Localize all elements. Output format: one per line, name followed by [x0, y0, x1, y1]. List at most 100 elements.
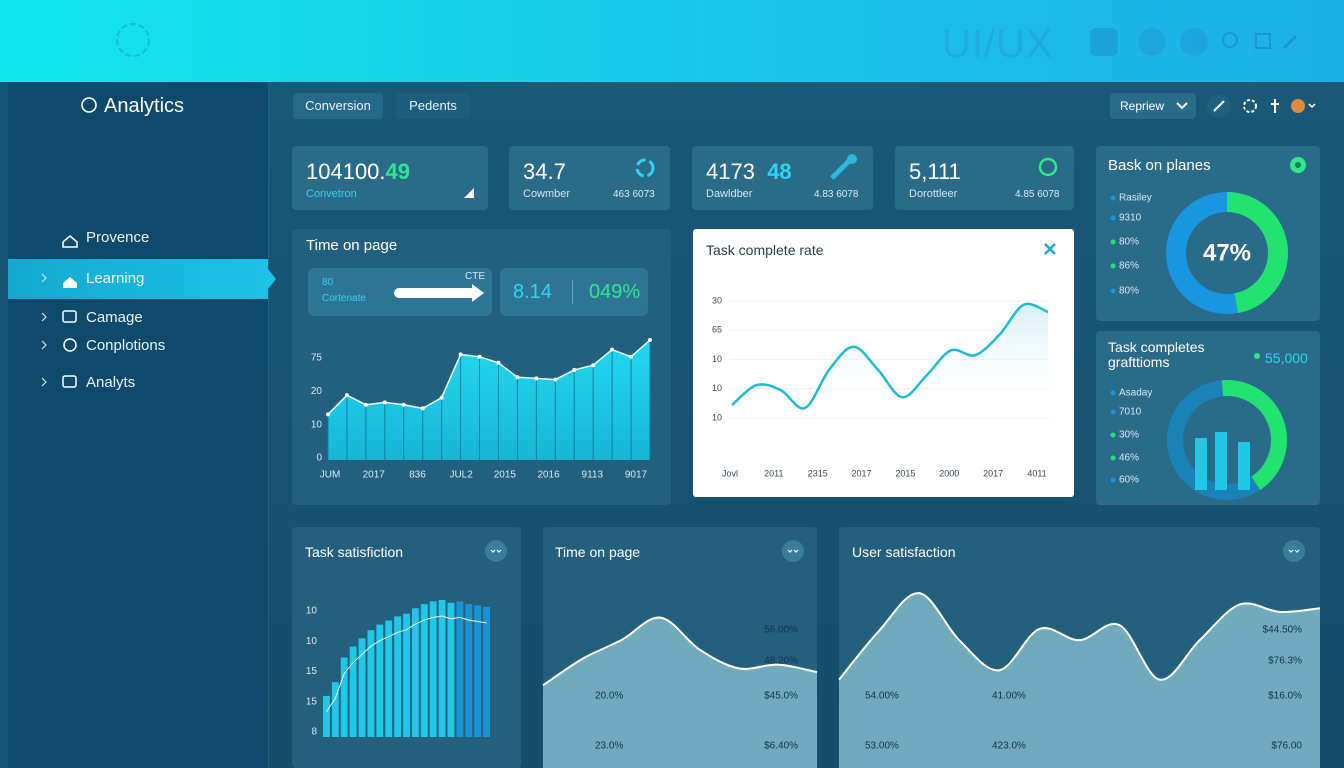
tab[interactable]: Conversion [293, 93, 383, 119]
active-pointer [268, 269, 276, 289]
bar [331, 682, 339, 737]
legend-dot [1110, 477, 1116, 483]
bar [349, 646, 357, 737]
nav-item[interactable]: Learning [86, 270, 145, 287]
bar [483, 606, 490, 737]
area [543, 617, 817, 768]
point [648, 338, 652, 342]
legend-label: 30% [1119, 430, 1139, 441]
card-menu[interactable] [484, 539, 508, 563]
x-tick-label: 2016 [537, 470, 560, 481]
stat-accent: 49 [385, 159, 411, 184]
close-button[interactable] [1043, 242, 1057, 256]
value-label: $76.00 [1271, 741, 1302, 752]
x-tick-label: 2017 [852, 468, 872, 478]
y-tick-label: 75 [311, 353, 323, 364]
nav-item[interactable]: Conplotions [86, 337, 166, 354]
value-label: 41.00% [992, 691, 1026, 702]
area [328, 340, 650, 460]
value-label: $16.0% [1268, 691, 1302, 702]
x-tick-label: 9017 [625, 470, 648, 481]
value-label: 56.00% [764, 625, 798, 636]
stat-number: 4173 [706, 159, 755, 184]
value-label: 423.0% [992, 741, 1026, 752]
y-tick-label: 10 [712, 354, 722, 364]
point [629, 354, 634, 359]
legend-label: 60% [1119, 475, 1139, 486]
bar [456, 601, 464, 737]
point [572, 368, 577, 372]
legend-label: Asaday [1119, 388, 1152, 399]
card-title: Time on page [555, 544, 641, 560]
metric-value: 8.14 [513, 281, 552, 303]
bar [323, 695, 330, 737]
half-ring-bars [1195, 432, 1250, 490]
line [838, 592, 1321, 681]
bar [465, 604, 473, 737]
donut-arc [1166, 192, 1288, 314]
x-tick-label: 2015 [895, 468, 915, 478]
slider-widget[interactable]: 80 Cortenate CTE [308, 268, 492, 316]
banner-logo [116, 23, 150, 57]
legend-label: 80% [1119, 286, 1139, 297]
legend-dot [1110, 215, 1116, 221]
card-menu[interactable] [1282, 539, 1306, 563]
value-label: 23.0% [595, 741, 623, 752]
card-title: User satisfaction [852, 544, 956, 560]
nav-item[interactable]: Analyts [86, 374, 136, 391]
logo-icon [81, 97, 97, 113]
point [401, 402, 406, 407]
legend-dot [1110, 390, 1116, 396]
stat-accent: 48 [767, 159, 792, 184]
bar [340, 657, 348, 737]
top-banner [0, 0, 1344, 82]
legend-dot [1110, 409, 1116, 415]
legend-dot [1110, 239, 1116, 245]
widget-label: Cortenate [322, 293, 366, 304]
card-title: Task completes grafttioms [1108, 339, 1205, 370]
ring-arc [1167, 380, 1287, 500]
nav-item[interactable]: Camage [86, 309, 143, 326]
slider[interactable] [392, 282, 488, 304]
x-tick-label: 2017 [983, 468, 1003, 478]
point [439, 395, 444, 400]
line [542, 616, 818, 687]
y-tick-label: 65 [712, 325, 722, 335]
x-tick-label: Jovl [722, 468, 738, 478]
x-tick-label: 2011 [764, 468, 783, 478]
nav-item[interactable]: Provence [86, 229, 150, 246]
y-tick-label: 10 [311, 419, 323, 430]
stat-label: Cowmber [523, 188, 571, 200]
value-label: $45.0% [764, 691, 798, 702]
point [591, 363, 596, 368]
legend-dot [1110, 195, 1116, 201]
point [326, 412, 330, 417]
toolbar-icons[interactable] [1205, 92, 1325, 120]
point [534, 376, 539, 381]
tab[interactable]: Pedents [396, 93, 470, 119]
stat-card: 104100.49 Convetron [292, 146, 488, 210]
stat-icon [1038, 157, 1058, 177]
stat-label: Dorottleer [909, 188, 958, 200]
card-title: Time on page [306, 237, 398, 254]
value-label: 20.0% [595, 691, 623, 702]
toolbar-button[interactable]: Repriew [1110, 93, 1196, 119]
y-tick-label: 20 [311, 386, 323, 397]
legend-label: 46% [1119, 453, 1139, 464]
point [610, 347, 615, 352]
bar [358, 638, 366, 737]
bar [411, 608, 419, 737]
value-label: 54.00% [865, 691, 899, 702]
status-dot [1290, 157, 1306, 173]
value-label: $44.50% [1263, 625, 1303, 636]
legend-dot [1110, 455, 1116, 461]
status-dot [1254, 353, 1260, 359]
x-tick-label: 2315 [808, 468, 828, 478]
legend-dot [1110, 288, 1116, 294]
card-menu[interactable] [781, 539, 805, 563]
point [382, 400, 387, 405]
legend-label: 86% [1119, 261, 1139, 272]
value-label: $76.3% [1268, 656, 1302, 667]
y-tick-label: 10 [306, 636, 318, 647]
